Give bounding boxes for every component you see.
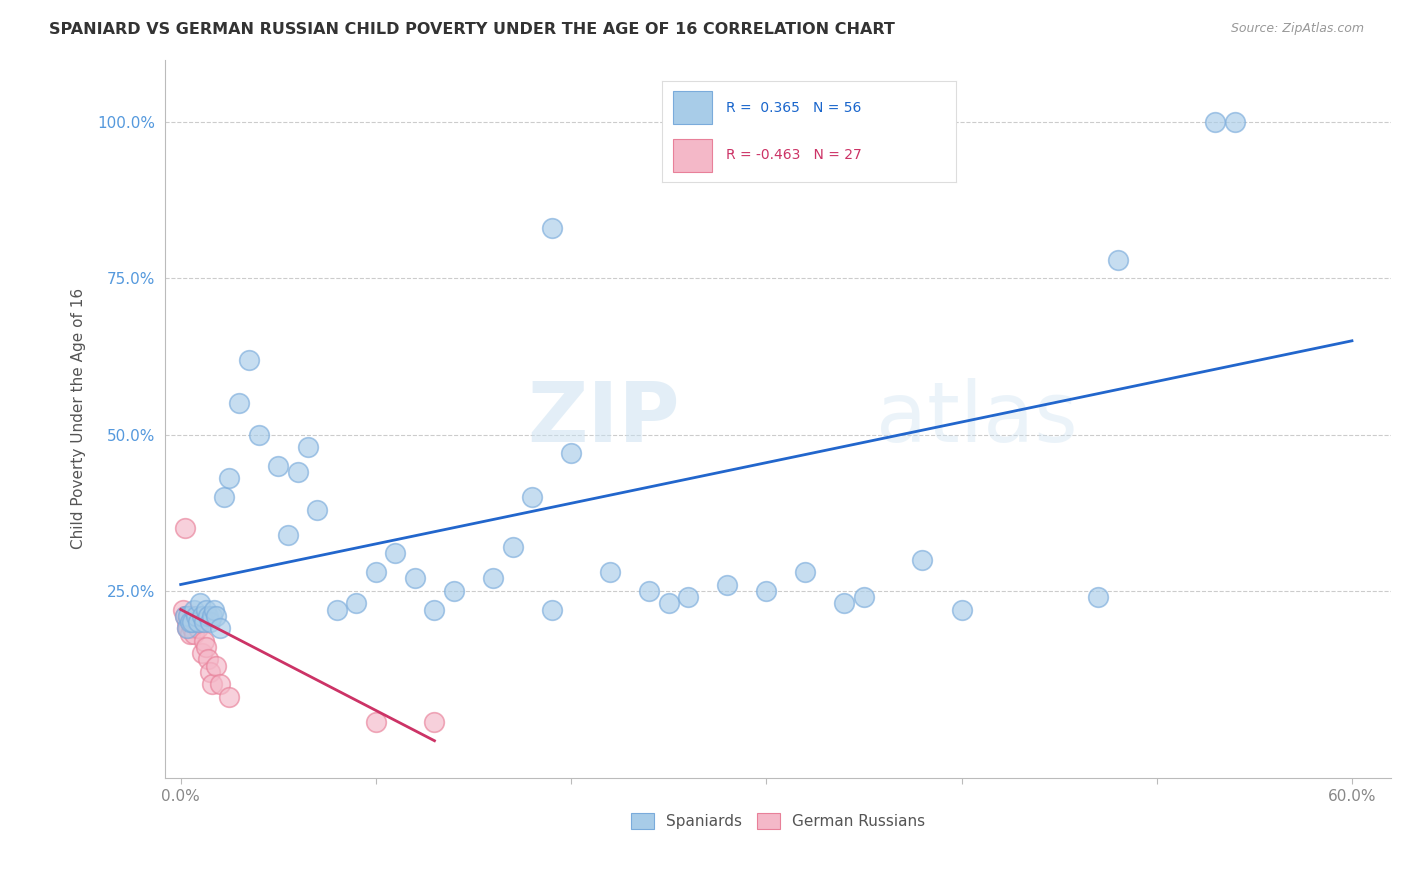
Text: Source: ZipAtlas.com: Source: ZipAtlas.com	[1230, 22, 1364, 36]
Point	[176, 615, 198, 629]
Point	[186, 608, 208, 623]
Point	[186, 615, 208, 629]
Point	[183, 615, 205, 629]
Point	[560, 446, 582, 460]
Point	[638, 583, 661, 598]
Point	[950, 602, 973, 616]
Point	[188, 615, 211, 629]
Point	[218, 471, 240, 485]
Point	[852, 590, 875, 604]
Point	[794, 565, 817, 579]
Point	[384, 546, 406, 560]
Point	[183, 627, 205, 641]
Point	[404, 571, 426, 585]
Point	[197, 652, 219, 666]
Point	[176, 621, 198, 635]
Point	[177, 608, 200, 623]
Text: ZIP: ZIP	[527, 378, 681, 459]
Point	[172, 602, 194, 616]
Point	[202, 602, 225, 616]
Point	[193, 633, 215, 648]
Point	[181, 621, 204, 635]
Point	[177, 608, 200, 623]
Point	[1204, 115, 1226, 129]
Point	[502, 540, 524, 554]
Point	[540, 221, 562, 235]
Point	[187, 615, 209, 629]
Point	[482, 571, 505, 585]
Point	[201, 677, 224, 691]
Point	[599, 565, 621, 579]
Point	[238, 352, 260, 367]
Point	[228, 396, 250, 410]
Point	[716, 577, 738, 591]
Point	[307, 502, 329, 516]
Point	[1107, 252, 1129, 267]
Point	[188, 596, 211, 610]
Point	[181, 615, 204, 629]
Point	[195, 640, 218, 654]
Point	[177, 621, 200, 635]
Point	[176, 621, 198, 635]
Point	[179, 615, 201, 629]
Point	[1087, 590, 1109, 604]
Point	[218, 690, 240, 704]
Text: SPANIARD VS GERMAN RUSSIAN CHILD POVERTY UNDER THE AGE OF 16 CORRELATION CHART: SPANIARD VS GERMAN RUSSIAN CHILD POVERTY…	[49, 22, 896, 37]
Point	[181, 608, 204, 623]
Point	[520, 490, 543, 504]
Point	[173, 608, 195, 623]
Point	[208, 621, 231, 635]
Point	[205, 608, 228, 623]
Legend: Spaniards, German Russians: Spaniards, German Russians	[624, 807, 932, 835]
Point	[344, 596, 367, 610]
Point	[297, 440, 319, 454]
Point	[364, 714, 387, 729]
Point	[191, 608, 214, 623]
Text: atlas: atlas	[876, 378, 1078, 459]
Point	[212, 490, 235, 504]
Point	[423, 602, 446, 616]
Point	[678, 590, 700, 604]
Point	[198, 615, 221, 629]
Point	[197, 608, 219, 623]
Point	[208, 677, 231, 691]
Point	[755, 583, 778, 598]
Point	[326, 602, 349, 616]
Point	[191, 646, 214, 660]
Point	[173, 608, 195, 623]
Point	[911, 552, 934, 566]
Y-axis label: Child Poverty Under the Age of 16: Child Poverty Under the Age of 16	[72, 288, 86, 549]
Point	[193, 615, 215, 629]
Point	[198, 665, 221, 679]
Point	[1223, 115, 1246, 129]
Point	[187, 621, 209, 635]
Point	[183, 602, 205, 616]
Point	[195, 602, 218, 616]
Point	[277, 527, 299, 541]
Point	[179, 627, 201, 641]
Point	[658, 596, 681, 610]
Point	[173, 521, 195, 535]
Point	[364, 565, 387, 579]
Point	[247, 427, 270, 442]
Point	[834, 596, 856, 610]
Point	[423, 714, 446, 729]
Point	[443, 583, 465, 598]
Point	[540, 602, 562, 616]
Point	[179, 615, 201, 629]
Point	[267, 458, 290, 473]
Point	[287, 465, 309, 479]
Point	[201, 608, 224, 623]
Point	[205, 658, 228, 673]
